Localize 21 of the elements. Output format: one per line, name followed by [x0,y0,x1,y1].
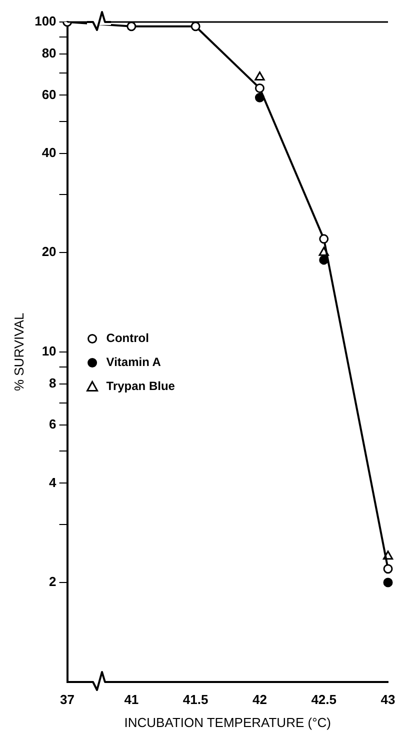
x-tick-label: 42.5 [311,692,337,708]
x-tick-label: 42 [252,692,267,708]
y-tick-label: 4 [49,474,58,490]
x-tick-label: 43 [380,692,396,708]
x-tick-label: 37 [60,692,75,708]
x-tick-label: 41.5 [182,692,208,708]
legend-label: Trypan Blue [106,379,176,394]
y-tick-label: 40 [42,144,56,160]
legend-label: Control [106,331,149,346]
y-axis-title: % SURVIVAL [11,312,26,392]
x-axis-title: INCUBATION TEMPERATURE (°C) [124,714,332,730]
legend-label: Vitamin A [106,355,162,370]
y-tick-label: 80 [42,46,56,61]
x-tick-label: 41 [124,692,139,708]
y-tick-label: 20 [42,244,56,260]
y-tick-label: 2 [49,574,56,590]
y-tick-label: 10 [42,343,56,358]
y-tick-label: 60 [42,86,56,102]
y-tick-label: 8 [49,375,56,390]
y-tick-label: 6 [49,416,56,432]
y-tick-label: 100 [34,14,56,29]
